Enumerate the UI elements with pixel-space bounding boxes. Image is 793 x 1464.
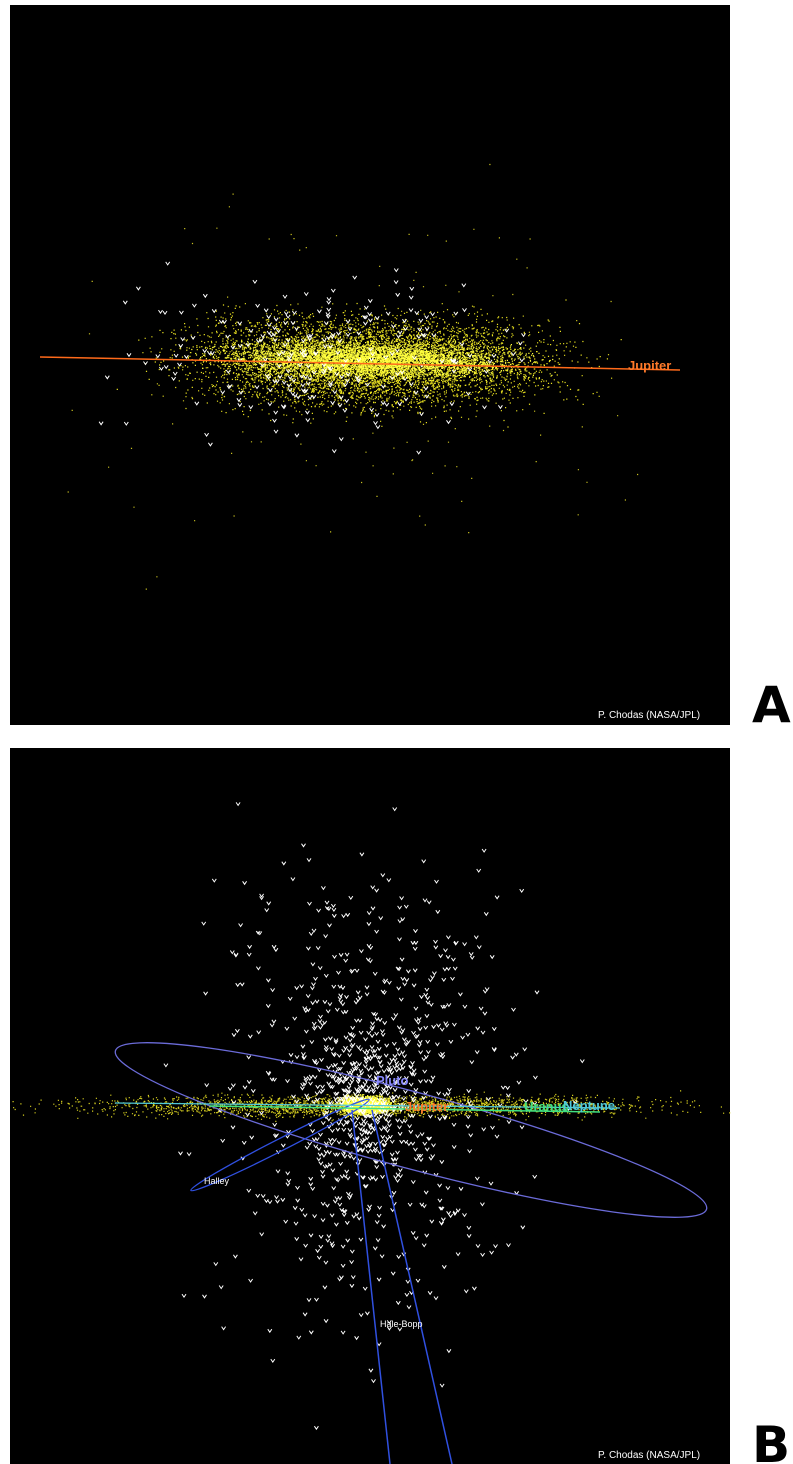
figure: Jupiter P. Chodas (NASA/JPL) A Jupiter U… (0, 0, 793, 1464)
neptune-label: Neptune (563, 1098, 615, 1113)
panel-letter: B (752, 1416, 790, 1464)
panel-letter: A (752, 676, 791, 734)
halley-label: Halley (204, 1176, 230, 1186)
hale-bopp-label: Hale-Bopp (380, 1319, 423, 1329)
jupiter-label: Jupiter (405, 1099, 448, 1114)
jupiter-label: Jupiter (628, 358, 671, 373)
credit: P. Chodas (NASA/JPL) (598, 1450, 700, 1461)
credit: P. Chodas (NASA/JPL) (598, 710, 700, 721)
pluto-label: Pluto (376, 1073, 409, 1088)
